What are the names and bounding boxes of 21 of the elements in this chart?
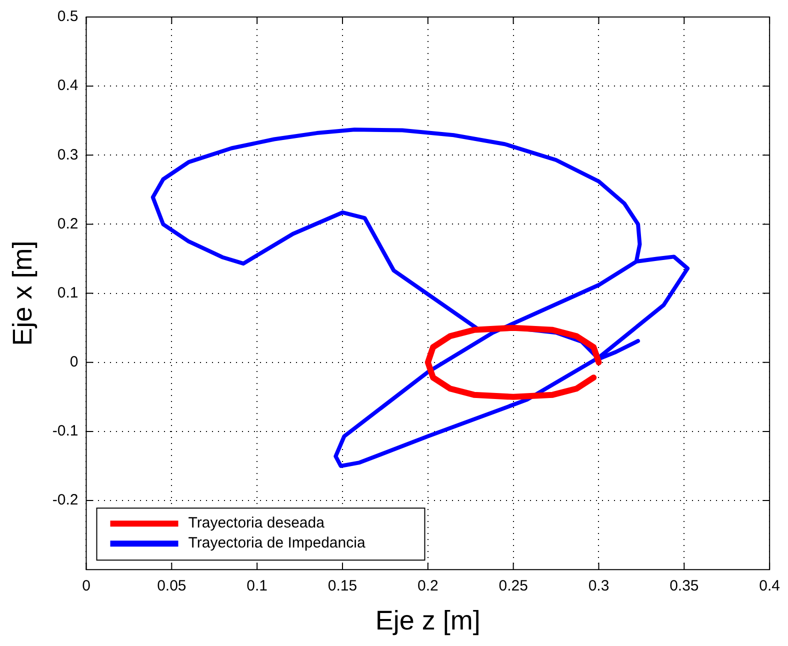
y-axis-title: Eje x [m] — [8, 240, 38, 346]
x-tick-label: 0.35 — [670, 578, 699, 595]
x-tick-label: 0.2 — [417, 578, 438, 595]
x-tick-label: 0.3 — [588, 578, 610, 595]
x-tick-label: 0 — [82, 578, 90, 595]
x-tick-label: 0.15 — [328, 578, 358, 595]
x-axis-title: Eje z [m] — [375, 605, 480, 636]
x-tick-label: 0.4 — [759, 578, 780, 595]
y-tick-label: 0.3 — [57, 146, 78, 164]
x-tick-label: 0.05 — [157, 578, 186, 595]
y-tick-label: 0.4 — [57, 77, 78, 94]
y-tick-label: 0.5 — [57, 8, 78, 26]
y-tick-label: -0.2 — [52, 492, 78, 509]
x-tick-label: 0.25 — [498, 578, 528, 595]
y-tick-label: 0.1 — [57, 284, 78, 302]
y-tick-label: -0.1 — [52, 422, 78, 440]
x-tick-label: 0.1 — [246, 578, 268, 595]
y-tick-label: 0 — [70, 354, 78, 371]
y-tick-label: 0.2 — [57, 215, 78, 232]
legend-label: Trayectoria de Impedancia — [188, 534, 366, 552]
legend-label: Trayectoria deseada — [188, 514, 326, 532]
